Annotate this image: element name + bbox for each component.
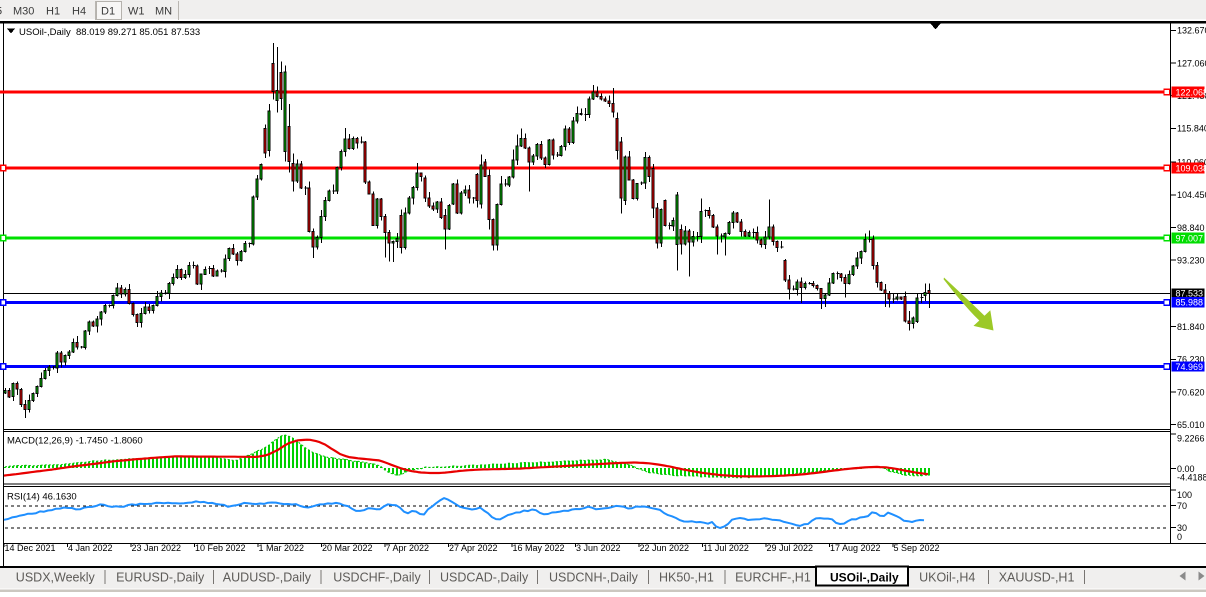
svg-text:9.2266: 9.2266 — [1177, 434, 1205, 444]
svg-text:11 Jul 2022: 11 Jul 2022 — [703, 543, 749, 553]
svg-text:-4.4188: -4.4188 — [1177, 473, 1206, 483]
svg-text:16 May 2022: 16 May 2022 — [513, 543, 565, 553]
svg-text:EURUSD-,Daily: EURUSD-,Daily — [116, 571, 205, 585]
svg-text:4 Jan 2022: 4 Jan 2022 — [68, 543, 113, 553]
svg-text:98.840: 98.840 — [1177, 223, 1205, 233]
svg-text:23 Jan 2022: 23 Jan 2022 — [132, 543, 182, 553]
svg-text:MN: MN — [155, 6, 172, 18]
svg-text:USOil-,Daily 88.019 89.271 85: USOil-,Daily 88.019 89.271 85.051 87.533 — [19, 27, 200, 38]
svg-text:H1: H1 — [46, 6, 60, 18]
svg-text:3 Jun 2022: 3 Jun 2022 — [576, 543, 621, 553]
svg-text:5 Sep 2022: 5 Sep 2022 — [894, 543, 940, 553]
svg-text:AUDUSD-,Daily: AUDUSD-,Daily — [223, 571, 312, 585]
svg-text:UKOil-,H4: UKOil-,H4 — [919, 571, 975, 585]
svg-text:22 Jun 2022: 22 Jun 2022 — [640, 543, 690, 553]
svg-text:115.840: 115.840 — [1177, 124, 1206, 134]
svg-text:81.840: 81.840 — [1177, 322, 1205, 332]
svg-text:H4: H4 — [72, 6, 86, 18]
svg-text:104.450: 104.450 — [1177, 190, 1206, 200]
svg-text:5: 5 — [0, 6, 2, 18]
svg-text:93.230: 93.230 — [1177, 256, 1205, 266]
svg-text:74.969: 74.969 — [1176, 362, 1204, 372]
svg-text:W1: W1 — [128, 6, 145, 18]
svg-text:70: 70 — [1177, 501, 1187, 511]
svg-text:70.620: 70.620 — [1177, 387, 1205, 397]
svg-text:EURCHF-,H1: EURCHF-,H1 — [735, 571, 811, 585]
svg-text:D1: D1 — [101, 6, 115, 18]
svg-text:RSI(14) 46.1630: RSI(14) 46.1630 — [7, 491, 77, 502]
svg-text:USDCHF-,Daily: USDCHF-,Daily — [333, 571, 421, 585]
svg-text:132.670: 132.670 — [1177, 26, 1206, 36]
svg-text:10 Feb 2022: 10 Feb 2022 — [195, 543, 246, 553]
svg-text:7 Apr 2022: 7 Apr 2022 — [386, 543, 430, 553]
svg-text:17 Aug 2022: 17 Aug 2022 — [830, 543, 881, 553]
svg-text:127.060: 127.060 — [1177, 58, 1206, 68]
svg-text:109.038: 109.038 — [1176, 164, 1206, 174]
svg-text:USDCAD-,Daily: USDCAD-,Daily — [440, 571, 529, 585]
svg-text:0: 0 — [1177, 532, 1182, 542]
svg-text:HK50-,H1: HK50-,H1 — [659, 571, 714, 585]
svg-text:1 Mar 2022: 1 Mar 2022 — [259, 543, 305, 553]
svg-text:USOil-,Daily: USOil-,Daily — [830, 571, 899, 585]
svg-text:MACD(12,26,9) -1.7450 -1.8060: MACD(12,26,9) -1.7450 -1.8060 — [7, 435, 143, 446]
svg-text:14 Dec 2021: 14 Dec 2021 — [5, 543, 56, 553]
svg-text:USDX,Weekly: USDX,Weekly — [16, 571, 96, 585]
svg-text:97.007: 97.007 — [1176, 234, 1204, 244]
svg-text:20 Mar 2022: 20 Mar 2022 — [322, 543, 373, 553]
svg-text:122.068: 122.068 — [1176, 88, 1206, 98]
svg-text:100: 100 — [1177, 490, 1192, 500]
svg-text:27 Apr 2022: 27 Apr 2022 — [449, 543, 498, 553]
svg-text:29 Jul 2022: 29 Jul 2022 — [767, 543, 814, 553]
svg-text:65.010: 65.010 — [1177, 420, 1205, 430]
svg-text:XAUUSD-,H1: XAUUSD-,H1 — [999, 571, 1075, 585]
svg-text:M30: M30 — [13, 6, 34, 18]
svg-text:85.988: 85.988 — [1176, 298, 1204, 308]
svg-text:USDCNH-,Daily: USDCNH-,Daily — [549, 571, 639, 585]
